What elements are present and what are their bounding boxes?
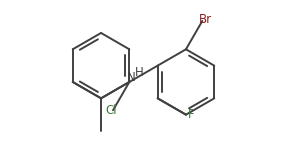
Text: H: H	[135, 66, 144, 79]
Text: Cl: Cl	[106, 104, 117, 117]
Text: F: F	[187, 108, 194, 121]
Text: N: N	[127, 71, 135, 84]
Text: Br: Br	[199, 13, 212, 26]
